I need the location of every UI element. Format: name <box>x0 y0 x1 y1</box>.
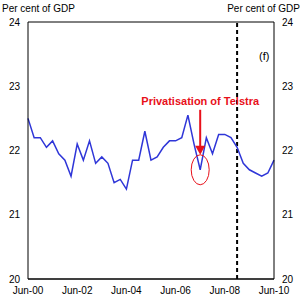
svg-text:22: 22 <box>9 145 21 156</box>
svg-text:21: 21 <box>282 209 294 220</box>
svg-text:Jun-04: Jun-04 <box>111 285 142 296</box>
svg-text:Jun-02: Jun-02 <box>62 285 93 296</box>
svg-text:Jun-06: Jun-06 <box>160 285 191 296</box>
svg-text:24: 24 <box>9 17 21 28</box>
html-text:Per cent of GDP: Per cent of GDP <box>227 3 300 14</box>
svg-text:21: 21 <box>9 209 21 220</box>
svg-text:Jun-08: Jun-08 <box>210 285 241 296</box>
svg-text:23: 23 <box>9 81 21 92</box>
svg-text:23: 23 <box>282 81 294 92</box>
svg-text:20: 20 <box>9 274 21 285</box>
svg-text:Privatisation of Telstra: Privatisation of Telstra <box>141 95 260 107</box>
svg-text:20: 20 <box>282 274 294 285</box>
html-text:Per cent of GDP: Per cent of GDP <box>2 3 75 14</box>
svg-text:(f): (f) <box>259 50 269 62</box>
svg-text:Jun-10: Jun-10 <box>259 285 290 296</box>
svg-text:Jun-00: Jun-00 <box>13 285 44 296</box>
svg-text:24: 24 <box>282 17 294 28</box>
svg-text:22: 22 <box>282 145 294 156</box>
